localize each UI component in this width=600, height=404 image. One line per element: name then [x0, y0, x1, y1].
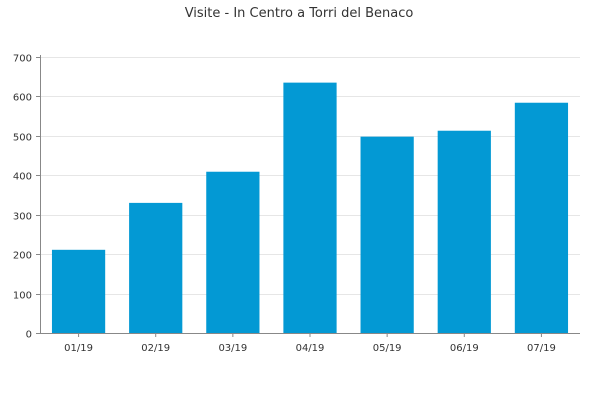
- y-tick-label: 700: [13, 54, 32, 65]
- y-tick-label: 500: [13, 133, 32, 144]
- bar: [360, 136, 414, 333]
- bar: [206, 171, 260, 333]
- x-tick-label: 01/19: [64, 343, 93, 354]
- chart-title: Visite - In Centro a Torri del Benaco: [185, 6, 414, 21]
- x-axis-ticks: 01/19 02/19 03/19 04/19 05/19 06/19 07/19: [64, 333, 556, 354]
- x-tick-label: 05/19: [373, 343, 402, 354]
- x-tick-label: 02/19: [141, 343, 170, 354]
- x-tick-label: 07/19: [527, 343, 556, 354]
- x-tick-label: 06/19: [450, 343, 479, 354]
- bar: [514, 102, 569, 333]
- y-tick-label: 300: [13, 212, 32, 223]
- bar: [129, 202, 183, 333]
- y-tick-label: 100: [13, 291, 32, 302]
- bar: [283, 82, 337, 333]
- x-tick-label: 03/19: [218, 343, 247, 354]
- y-tick-label: 0: [26, 330, 32, 341]
- y-tick-label: 600: [13, 93, 32, 104]
- y-tick-label: 400: [13, 172, 32, 183]
- y-tick-label: 200: [13, 251, 32, 262]
- bar: [51, 249, 106, 333]
- y-axis-ticks: 0 100 200 300 400 500 600 700: [13, 54, 40, 341]
- bars: [51, 82, 569, 333]
- bar: [437, 130, 491, 333]
- x-tick-label: 04/19: [296, 343, 325, 354]
